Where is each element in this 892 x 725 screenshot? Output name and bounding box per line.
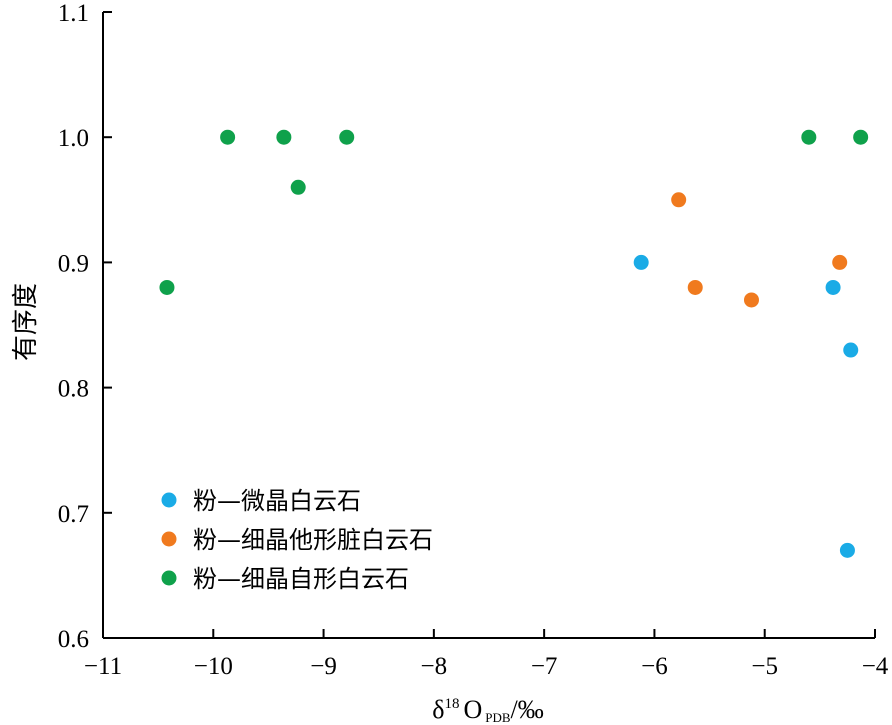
legend-marker bbox=[161, 492, 177, 508]
data-point-series-2 bbox=[671, 192, 687, 208]
data-point-series-1 bbox=[839, 542, 855, 558]
x-tick-label: −9 bbox=[310, 653, 337, 680]
x-tick-label: −6 bbox=[641, 653, 668, 680]
y-tick-label: 0.7 bbox=[58, 501, 89, 528]
y-tick-label: 0.9 bbox=[58, 250, 89, 277]
data-point-series-2 bbox=[743, 292, 759, 308]
data-point-series-1 bbox=[825, 279, 841, 295]
data-point-series-1 bbox=[843, 342, 859, 358]
data-point-series-3 bbox=[276, 129, 292, 145]
legend-marker bbox=[161, 570, 177, 586]
y-tick-label: 1.0 bbox=[58, 125, 89, 152]
y-axis-ticks: 0.6 0.7 0.8 0.9 1.0 1.1 bbox=[58, 0, 112, 653]
data-point-series-2 bbox=[832, 254, 848, 270]
data-point-series-3 bbox=[159, 279, 175, 295]
x-tick-label: −7 bbox=[531, 653, 558, 680]
legend-label: 粉—细晶自形白云石 bbox=[193, 565, 409, 593]
data-point-series-3 bbox=[220, 129, 236, 145]
data-point-series-3 bbox=[290, 179, 306, 195]
x-tick-label: −5 bbox=[751, 653, 778, 680]
x-axis-ticks: −11 −10 −9 −8 −7 −6 −5 −4 bbox=[84, 629, 889, 680]
data-point-series-3 bbox=[339, 129, 355, 145]
y-tick-label: 0.6 bbox=[58, 626, 89, 653]
data-point-series-1 bbox=[633, 254, 649, 270]
data-point-series-2 bbox=[687, 279, 703, 295]
legend-label: 粉—微晶白云石 bbox=[193, 487, 361, 515]
legend-marker bbox=[161, 531, 177, 547]
y-tick-label: 1.1 bbox=[58, 0, 89, 27]
data-point-series-3 bbox=[853, 129, 869, 145]
data-points bbox=[159, 129, 869, 558]
x-tick-label: −4 bbox=[862, 653, 889, 680]
x-tick-label: −10 bbox=[194, 653, 233, 680]
y-tick-label: 0.8 bbox=[58, 376, 89, 403]
data-point-series-3 bbox=[801, 129, 817, 145]
x-tick-label: −11 bbox=[84, 653, 122, 680]
y-axis-title: 有序度 bbox=[11, 283, 40, 361]
axes bbox=[102, 12, 875, 639]
legend-label: 粉—细晶他形脏白云石 bbox=[193, 526, 433, 554]
x-axis-title: δ18 O PDB/‰ bbox=[432, 695, 544, 725]
x-tick-label: −8 bbox=[421, 653, 448, 680]
